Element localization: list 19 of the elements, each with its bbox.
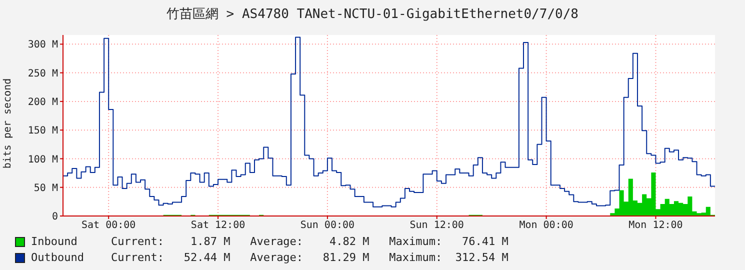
x-tick-label: Sun 00:00	[300, 220, 355, 232]
x-tick-label: Mon 12:00	[628, 220, 683, 232]
y-tick-label: 150 M	[28, 126, 58, 137]
text: Current: 1.87 M Average: 4.82 M Maximum: 76.41 M	[111, 234, 508, 250]
x-tick-label: Sun 12:00	[410, 220, 464, 232]
y-tick-label: 50 M	[34, 182, 58, 194]
x-tick-label: Mon 00:00	[519, 220, 574, 232]
chart-title: 竹苗區網 > AS4780 TANet-NCTU-01-GigabitEthernet0/7/0/8	[165, 6, 580, 23]
y-tick-label: 300 M	[28, 40, 58, 51]
y-tick-label: 200 M	[28, 96, 58, 108]
y-tick-label: 100 M	[28, 154, 58, 166]
legend-label: Outbound	[31, 250, 85, 266]
y-tick-label: 250 M	[28, 68, 58, 80]
x-tick-label: Sat 00:00	[82, 220, 136, 232]
legend-label: Inbound	[31, 234, 78, 250]
x-tick-label: Sat 12:00	[190, 220, 246, 232]
text: Current: 52.44 M Average: 81.29 M Maximum: 312.54 M	[111, 250, 508, 266]
y-tick-label: 0	[52, 212, 58, 223]
y-axis-title: bits per second	[2, 77, 14, 171]
